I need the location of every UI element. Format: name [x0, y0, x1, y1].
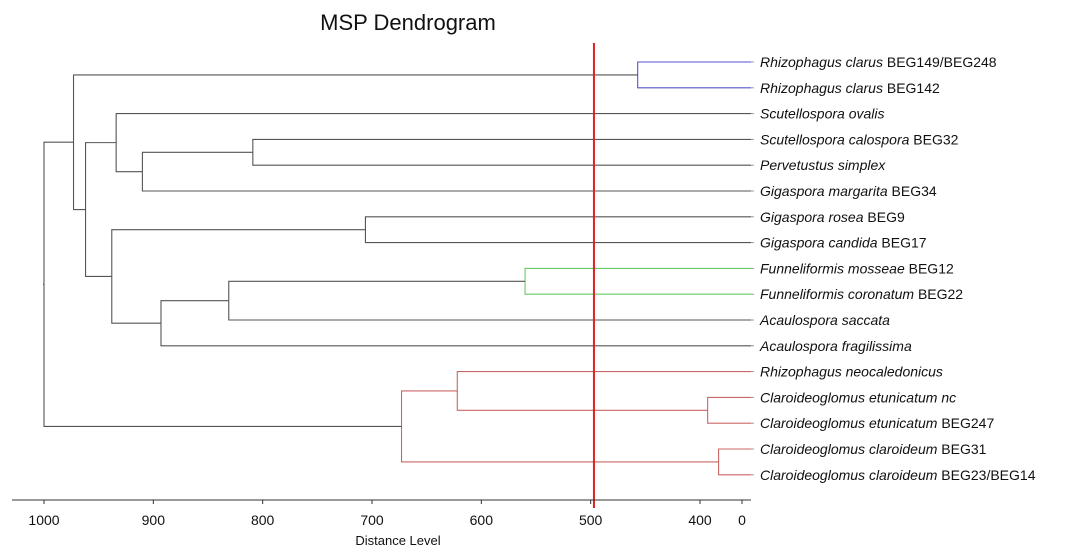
- leaf-label-strain: BEG142: [883, 80, 940, 96]
- leaf-label: Gigaspora rosea BEG9: [760, 209, 905, 225]
- branch-m8: [252, 138, 751, 166]
- branch-m10: [160, 300, 751, 347]
- branch-m5: [456, 371, 751, 411]
- leaf-label-taxon: Rhizophagus clarus: [760, 54, 883, 70]
- leaf-label: Scutellospora calospora BEG32: [760, 131, 959, 147]
- leaf-label: Claroideoglomus claroideum BEG23/BEG14: [760, 467, 1036, 483]
- x-tick-label: 600: [470, 512, 494, 528]
- leaf-label-taxon: Claroideoglomus etunicatum: [760, 415, 938, 431]
- leaf-label-taxon: Pervetustus simplex: [760, 157, 886, 173]
- x-tick-label: 900: [142, 512, 166, 528]
- leaf-label: Funneliformis coronatum BEG22: [760, 286, 963, 302]
- leaf-label: Pervetustus simplex: [760, 157, 886, 173]
- x-axis-label: Distance Level: [355, 533, 440, 548]
- leaf-label-taxon: Claroideoglomus claroideum: [760, 441, 938, 457]
- dendrogram-branches: [43, 61, 751, 476]
- leaf-label-taxon: Scutellospora calospora: [760, 131, 910, 147]
- leaf-label-taxon: Rhizophagus clarus: [760, 80, 883, 96]
- x-tick-label: 1000: [28, 512, 59, 528]
- branch-m4: [707, 396, 751, 424]
- leaf-label-strain: BEG22: [914, 286, 963, 302]
- leaf-label: Rhizophagus neocaledonicus: [760, 364, 943, 380]
- leaf-label-strain: BEG247: [937, 415, 994, 431]
- leaf-label: Acaulospora fragilissima: [759, 338, 912, 354]
- leaf-label-strain: BEG31: [937, 441, 986, 457]
- leaf-label-taxon: Acaulospora saccata: [759, 312, 890, 328]
- leaf-label-taxon: Funneliformis mosseae: [760, 260, 905, 276]
- leaf-label-taxon: Gigaspora candida: [760, 235, 878, 251]
- chart-title: MSP Dendrogram: [320, 10, 496, 35]
- leaf-label-taxon: Funneliformis coronatum: [760, 286, 914, 302]
- branch-m1: [637, 61, 751, 89]
- leaf-label: Funneliformis mosseae BEG12: [760, 260, 954, 276]
- leaf-label-strain: BEG23/BEG14: [937, 467, 1035, 483]
- x-tick-label: 700: [360, 512, 384, 528]
- x-tick-label: 400: [688, 512, 712, 528]
- leaf-label: Rhizophagus clarus BEG149/BEG248: [760, 54, 997, 70]
- leaf-labels: Rhizophagus clarus BEG149/BEG248Rhizopha…: [751, 54, 1036, 483]
- branch-m13: [111, 229, 366, 324]
- leaf-label-strain: BEG149/BEG248: [883, 54, 997, 70]
- leaf-label-taxon: Claroideoglomus claroideum: [760, 467, 938, 483]
- leaf-label-strain: BEG17: [878, 235, 927, 251]
- leaf-label: Claroideoglomus etunicatum nc: [760, 389, 956, 405]
- branch-m7: [364, 216, 751, 244]
- branch-m12: [115, 113, 751, 173]
- branch-m15: [72, 74, 638, 211]
- leaf-label-taxon: Rhizophagus neocaledonicus: [760, 364, 943, 380]
- leaf-label: Gigaspora candida BEG17: [760, 235, 927, 251]
- branch-m3: [718, 448, 751, 476]
- leaf-label: Rhizophagus clarus BEG142: [760, 80, 940, 96]
- leaf-label-strain: BEG12: [905, 260, 954, 276]
- leaf-label-taxon: Gigaspora rosea: [760, 209, 864, 225]
- leaf-label-taxon: Scutellospora ovalis: [760, 106, 885, 122]
- branch-m2: [524, 267, 751, 295]
- leaf-label: Acaulospora saccata: [759, 312, 890, 328]
- branch-m9: [228, 280, 751, 321]
- leaf-label: Gigaspora margarita BEG34: [760, 183, 937, 199]
- leaf-label-strain: BEG34: [888, 183, 937, 199]
- branch-m11: [141, 151, 751, 192]
- x-tick-label: 800: [251, 512, 275, 528]
- branch-m14: [84, 142, 117, 278]
- branch-m16: [43, 141, 402, 427]
- leaf-label-taxon: Claroideoglomus etunicatum nc: [760, 389, 956, 405]
- leaf-label-strain: BEG9: [864, 209, 905, 225]
- leaf-label: Claroideoglomus claroideum BEG31: [760, 441, 987, 457]
- branch-m6: [400, 390, 719, 463]
- x-tick-label: 0: [738, 512, 746, 528]
- leaf-label-taxon: Acaulospora fragilissima: [759, 338, 912, 354]
- leaf-label: Scutellospora ovalis: [760, 106, 885, 122]
- leaf-label-strain: BEG32: [909, 131, 958, 147]
- leaf-label: Claroideoglomus etunicatum BEG247: [760, 415, 994, 431]
- x-tick-label: 500: [579, 512, 603, 528]
- leaf-label-taxon: Gigaspora margarita: [760, 183, 888, 199]
- x-axis-ticks: 1000 900 800 700 600 500 400 0: [28, 500, 746, 528]
